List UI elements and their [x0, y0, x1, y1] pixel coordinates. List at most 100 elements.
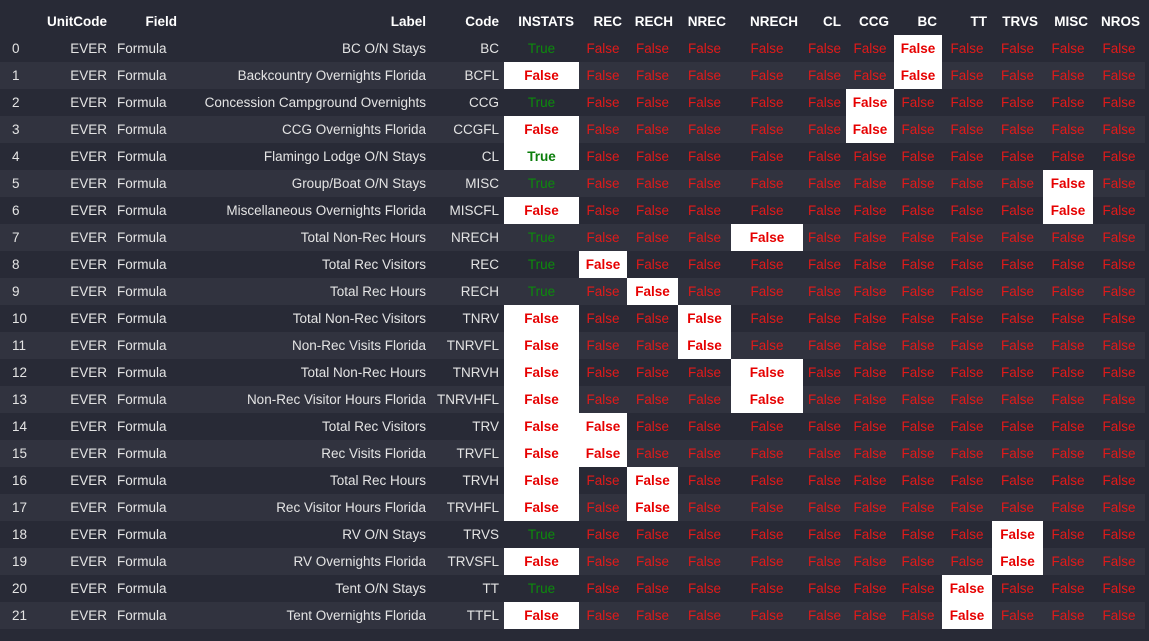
cell-unitcode: EVER [38, 548, 112, 575]
cell-nros: False [1093, 386, 1146, 413]
cell-tt: False [942, 224, 993, 251]
cell-field: Formula [112, 170, 182, 197]
cell-ccg: False [846, 89, 895, 116]
cell-tt: False [942, 305, 993, 332]
cell-nrec: False [678, 170, 731, 197]
cell-instats: True [504, 170, 579, 197]
cell-rech: False [627, 575, 678, 602]
cell-cl: False [803, 359, 847, 386]
cell-nrech: False [731, 62, 803, 89]
cell-code: TRV [431, 413, 504, 440]
cell-nros: False [1093, 359, 1146, 386]
cell-unitcode: EVER [38, 521, 112, 548]
row-index: 9 [0, 278, 38, 305]
cell-trvs: False [992, 413, 1044, 440]
cell-code: CCGFL [431, 116, 504, 143]
cell-label: Total Rec Visitors [182, 251, 431, 278]
cell-rech: False [627, 548, 678, 575]
table-row: 9 EVER Formula Total Rec Hours RECH True False… [0, 278, 1146, 305]
cell-nros: False [1093, 575, 1146, 602]
cell-rec: False [579, 251, 627, 278]
cell-code: REC [431, 251, 504, 278]
cell-misc: False [1043, 224, 1094, 251]
cell-unitcode: EVER [38, 170, 112, 197]
cell-label: Backcountry Overnights Florida [182, 62, 431, 89]
cell-instats: False [504, 602, 579, 629]
cell-field: Formula [112, 548, 182, 575]
cell-label: Total Non-Rec Visitors [182, 305, 431, 332]
column-header: CL [803, 8, 847, 35]
row-index: 8 [0, 251, 38, 278]
cell-label: Total Non-Rec Hours [182, 224, 431, 251]
cell-cl: False [803, 143, 847, 170]
cell-nrec: False [678, 467, 731, 494]
table-row: 17 EVER Formula Rec Visitor Hours Florida TR… [0, 494, 1146, 521]
cell-misc: False [1043, 143, 1094, 170]
table-row: 10 EVER Formula Total Non-Rec Visitors TNRV F… [0, 305, 1146, 332]
cell-nros: False [1093, 494, 1146, 521]
row-index: 11 [0, 332, 38, 359]
cell-nrech: False [731, 89, 803, 116]
cell-cl: False [803, 197, 847, 224]
cell-bc: False [894, 440, 943, 467]
cell-bc: False [894, 521, 943, 548]
cell-field: Formula [112, 89, 182, 116]
cell-instats: False [504, 413, 579, 440]
cell-code: TTFL [431, 602, 504, 629]
cell-rec: False [579, 575, 627, 602]
cell-instats: False [504, 386, 579, 413]
cell-trvs: False [992, 197, 1044, 224]
cell-bc: False [894, 413, 943, 440]
cell-rech: False [627, 278, 678, 305]
cell-rec: False [579, 602, 627, 629]
cell-rec: False [579, 548, 627, 575]
column-header: UnitCode [38, 8, 112, 35]
cell-nrech: False [731, 440, 803, 467]
cell-field: Formula [112, 62, 182, 89]
cell-nros: False [1093, 143, 1146, 170]
cell-nros: False [1093, 62, 1146, 89]
cell-rech: False [627, 332, 678, 359]
table-row: 6 EVER Formula Miscellaneous Overnights Flo… [0, 197, 1146, 224]
cell-rec: False [579, 467, 627, 494]
cell-label: BC O/N Stays [182, 35, 431, 62]
cell-tt: False [942, 62, 993, 89]
cell-rec: False [579, 197, 627, 224]
row-index: 21 [0, 602, 38, 629]
cell-trvs: False [992, 359, 1044, 386]
cell-code: TNRV [431, 305, 504, 332]
table-row: 7 EVER Formula Total Non-Rec Hours NRECH True… [0, 224, 1146, 251]
cell-field: Formula [112, 35, 182, 62]
cell-ccg: False [846, 332, 895, 359]
cell-nros: False [1093, 278, 1146, 305]
cell-ccg: False [846, 224, 895, 251]
cell-trvs: False [992, 467, 1044, 494]
cell-rec: False [579, 143, 627, 170]
cell-tt: False [942, 197, 993, 224]
column-header: TRVS [992, 8, 1044, 35]
cell-label: Non-Rec Visitor Hours Florida [182, 386, 431, 413]
cell-rech: False [627, 602, 678, 629]
cell-ccg: False [846, 359, 895, 386]
cell-code: TNRVHFL [431, 386, 504, 413]
cell-bc: False [894, 278, 943, 305]
cell-cl: False [803, 305, 847, 332]
row-index: 18 [0, 521, 38, 548]
cell-ccg: False [846, 278, 895, 305]
cell-misc: False [1043, 386, 1094, 413]
cell-nrec: False [678, 332, 731, 359]
cell-rech: False [627, 467, 678, 494]
cell-instats: True [504, 278, 579, 305]
cell-rec: False [579, 440, 627, 467]
cell-instats: False [504, 197, 579, 224]
cell-unitcode: EVER [38, 116, 112, 143]
cell-label: RV Overnights Florida [182, 548, 431, 575]
cell-cl: False [803, 62, 847, 89]
cell-code: TNRVH [431, 359, 504, 386]
cell-rec: False [579, 305, 627, 332]
table-row: 16 EVER Formula Total Rec Hours TRVH False Fal… [0, 467, 1146, 494]
cell-nrec: False [678, 494, 731, 521]
row-index: 20 [0, 575, 38, 602]
cell-unitcode: EVER [38, 386, 112, 413]
cell-field: Formula [112, 143, 182, 170]
